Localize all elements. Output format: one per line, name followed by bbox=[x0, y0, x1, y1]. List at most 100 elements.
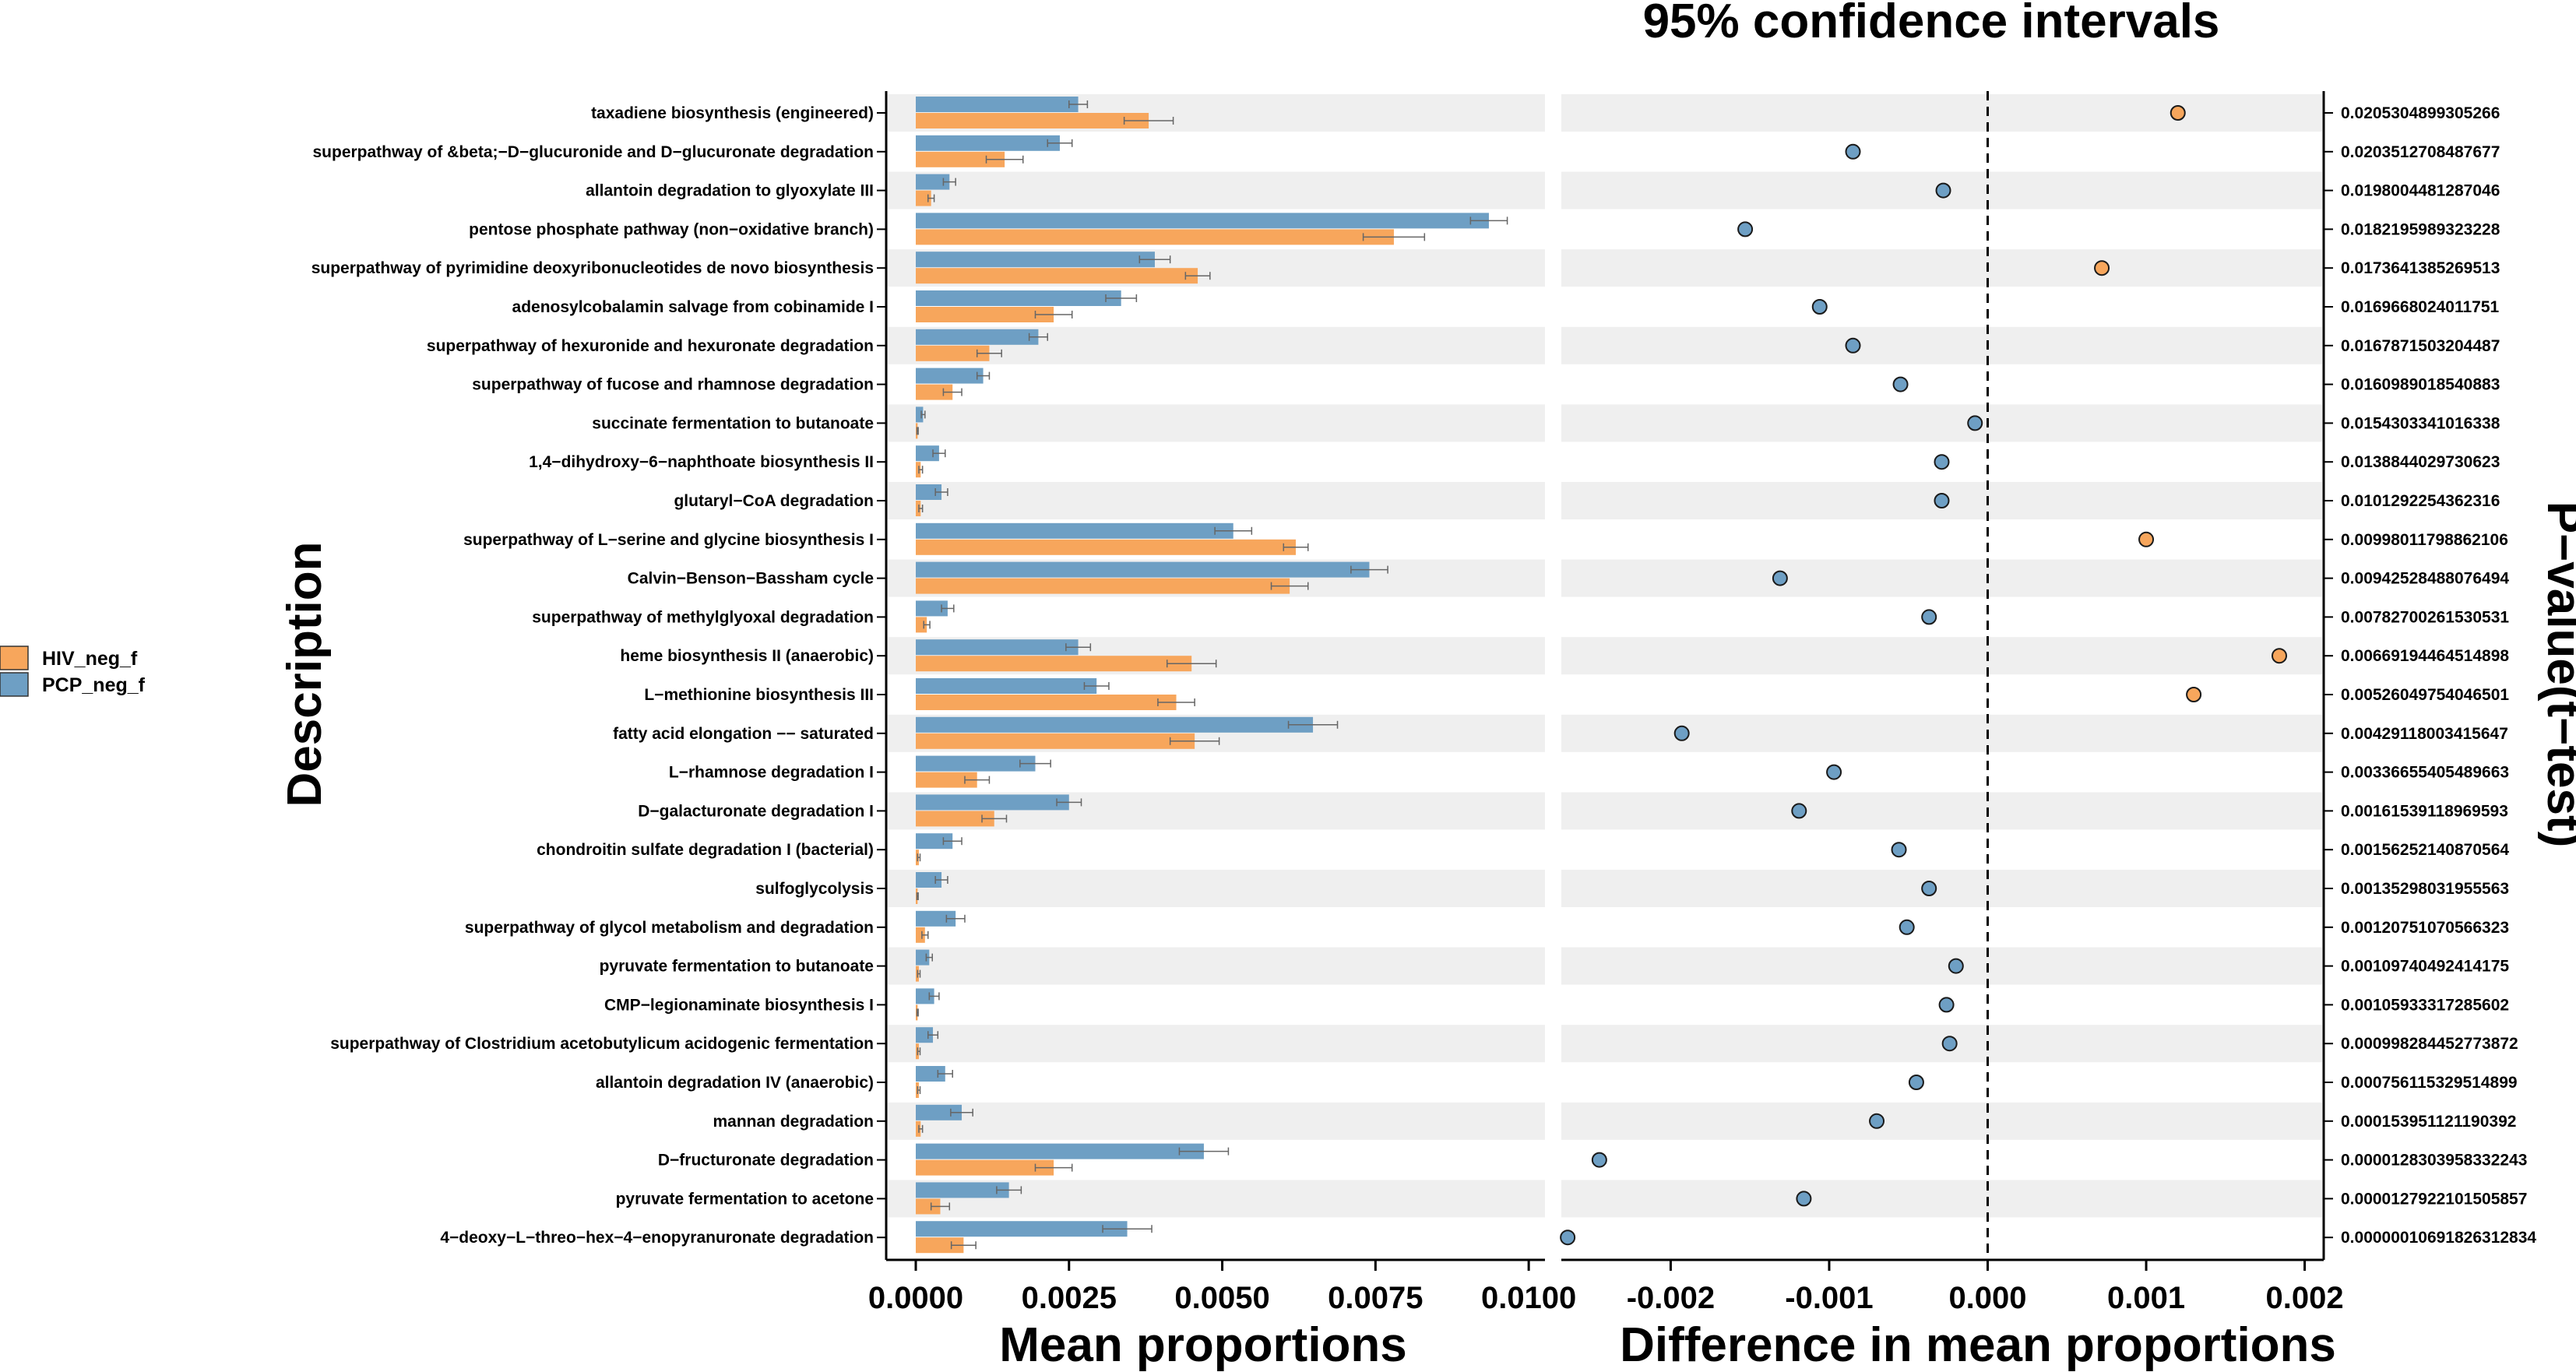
difference-point bbox=[1891, 842, 1907, 858]
row-band-right bbox=[1561, 249, 2322, 287]
pvalue-label: 0.00161539118969593 bbox=[2341, 802, 2508, 820]
pathway-label: mannan degradation bbox=[713, 1113, 874, 1131]
hiv-bar bbox=[916, 345, 990, 361]
difference-point bbox=[1934, 454, 1950, 470]
pcp-bar bbox=[916, 1182, 1009, 1198]
pathway-label: superpathway of fucose and rhamnose degr… bbox=[472, 376, 874, 394]
difference-point bbox=[2138, 531, 2155, 547]
pcp-bar bbox=[916, 910, 956, 927]
pathway-label: L−rhamnose degradation I bbox=[669, 764, 874, 782]
pcp-bar bbox=[916, 1221, 1128, 1237]
pathway-label: superpathway of hexuronide and hexuronat… bbox=[427, 337, 874, 355]
pathway-label: pyruvate fermentation to acetone bbox=[616, 1190, 874, 1208]
pcp-bar bbox=[916, 174, 950, 190]
pathway-labels: taxadiene biosynthesis (engineered) super… bbox=[311, 104, 886, 1247]
hiv-bar bbox=[916, 695, 1177, 710]
hiv-bar bbox=[916, 462, 921, 478]
pvalue-label: 0.00429118003415647 bbox=[2341, 725, 2508, 743]
difference-point bbox=[1811, 299, 1828, 315]
pathway-label: L−methionine biosynthesis III bbox=[644, 686, 874, 704]
pathway-label: D−galacturonate degradation I bbox=[638, 802, 874, 820]
pathway-label: pentose phosphate pathway (non−oxidative… bbox=[469, 220, 874, 238]
row-band-right bbox=[1561, 1025, 2322, 1063]
legend-label-pcp: PCP_neg_f bbox=[42, 674, 146, 696]
difference-tick-label: -0.002 bbox=[1627, 1281, 1715, 1315]
pvalue-label: 0.0198004481287046 bbox=[2341, 182, 2500, 200]
difference-point bbox=[1934, 493, 1950, 508]
hiv-bar bbox=[916, 578, 1290, 594]
difference-point bbox=[2186, 687, 2202, 702]
pcp-bar bbox=[916, 368, 984, 384]
pvalue-label: 0.0000127922101505857 bbox=[2341, 1190, 2527, 1208]
row-band-left bbox=[888, 1025, 1545, 1063]
row-band-right bbox=[1561, 870, 2322, 907]
pathway-label: fatty acid elongation −− saturated bbox=[613, 725, 874, 743]
row-band-left bbox=[888, 404, 1545, 442]
pvalue-label: 0.000998284452773872 bbox=[2341, 1035, 2518, 1053]
pathway-label: heme biosynthesis II (anaerobic) bbox=[620, 647, 874, 665]
difference-point bbox=[1737, 221, 1754, 237]
hiv-bar bbox=[916, 307, 1054, 322]
pcp-bar bbox=[916, 561, 1370, 578]
mean-proportion-ticks: 0.0000 0.0025 0.0050 0.0075 0.0100 bbox=[868, 1260, 1576, 1315]
difference-tick-label: 0.000 bbox=[1948, 1281, 2026, 1315]
pvalue-label: 0.0167871503204487 bbox=[2341, 337, 2500, 355]
pvalue-label: 0.00120751070566323 bbox=[2341, 919, 2509, 937]
difference-tick-label: 0.001 bbox=[2107, 1281, 2185, 1315]
hiv-bar bbox=[916, 733, 1195, 749]
pcp-bar bbox=[916, 639, 1079, 656]
hiv-bar bbox=[916, 501, 921, 516]
hiv-bar bbox=[916, 229, 1394, 245]
pcp-bar bbox=[916, 755, 1036, 772]
pathway-label: adenosylcobalamin salvage from cobinamid… bbox=[512, 298, 874, 316]
row-band-right bbox=[1561, 792, 2322, 830]
pathway-label: superpathway of pyrimidine deoxyribonucl… bbox=[311, 259, 874, 277]
difference-point bbox=[1921, 609, 1937, 625]
difference-tick-label: 0.002 bbox=[2266, 1281, 2344, 1315]
legend: HIV_neg_f PCP_neg_f bbox=[0, 646, 146, 697]
difference-point bbox=[1673, 725, 1690, 741]
pcp-bar bbox=[916, 678, 1097, 694]
hiv-bar bbox=[916, 113, 1149, 128]
difference-point bbox=[1899, 919, 1915, 935]
row-band-right bbox=[1561, 637, 2322, 675]
pvalue-label: 0.00782700261530531 bbox=[2341, 608, 2509, 626]
pvalue-label: 0.000153951121190392 bbox=[2341, 1113, 2516, 1131]
hiv-bar bbox=[916, 151, 1005, 167]
pvalue-label: 0.00105933317285602 bbox=[2341, 996, 2509, 1014]
pathway-label: 4−deoxy−L−threo−hex−4−enopyranuronate de… bbox=[440, 1229, 874, 1247]
pvalue-label: 0.0205304899305266 bbox=[2341, 104, 2500, 122]
mean-proportion-tick-label: 0.0025 bbox=[1022, 1281, 1117, 1315]
row-band-right bbox=[1561, 947, 2322, 985]
pvalue-label: 0.0101292254362316 bbox=[2341, 492, 2500, 510]
right-panel-bands bbox=[1561, 94, 2322, 1218]
pathway-label: succinate fermentation to butanoate bbox=[592, 414, 874, 432]
pvalue-label: 0.00998011798862106 bbox=[2341, 531, 2508, 549]
pvalue-label: 0.0000128303958332243 bbox=[2341, 1152, 2527, 1170]
difference-point bbox=[1869, 1113, 1885, 1129]
left-x-axis-title: Mean proportions bbox=[999, 1318, 1407, 1372]
difference-point bbox=[1935, 182, 1951, 199]
hiv-bar bbox=[916, 927, 925, 943]
pvalue-label: 0.0182195989323228 bbox=[2341, 220, 2500, 238]
pcp-bar bbox=[916, 213, 1489, 229]
pcp-bar bbox=[916, 290, 1121, 306]
difference-point bbox=[1796, 1191, 1812, 1207]
hiv-bar bbox=[916, 656, 1192, 672]
legend-swatch-hiv bbox=[0, 646, 29, 670]
row-band-right bbox=[1561, 1180, 2322, 1218]
pcp-bar bbox=[916, 135, 1060, 151]
pathway-label: sulfoglycolysis bbox=[755, 880, 874, 898]
mean-proportion-tick-label: 0.0000 bbox=[868, 1281, 963, 1315]
hiv-bar bbox=[916, 1198, 941, 1215]
difference-point bbox=[2094, 260, 2110, 276]
difference-point bbox=[1908, 1075, 1924, 1090]
pcp-bar bbox=[916, 1027, 934, 1043]
row-band-left bbox=[888, 482, 1545, 519]
pathway-label: CMP−legionaminate biosynthesis I bbox=[604, 996, 874, 1014]
difference-point bbox=[1826, 764, 1842, 780]
pathway-label: 1,4−dihydroxy−6−naphthoate biosynthesis … bbox=[529, 453, 874, 471]
difference-point bbox=[1892, 376, 1909, 392]
hiv-bar bbox=[916, 772, 977, 788]
